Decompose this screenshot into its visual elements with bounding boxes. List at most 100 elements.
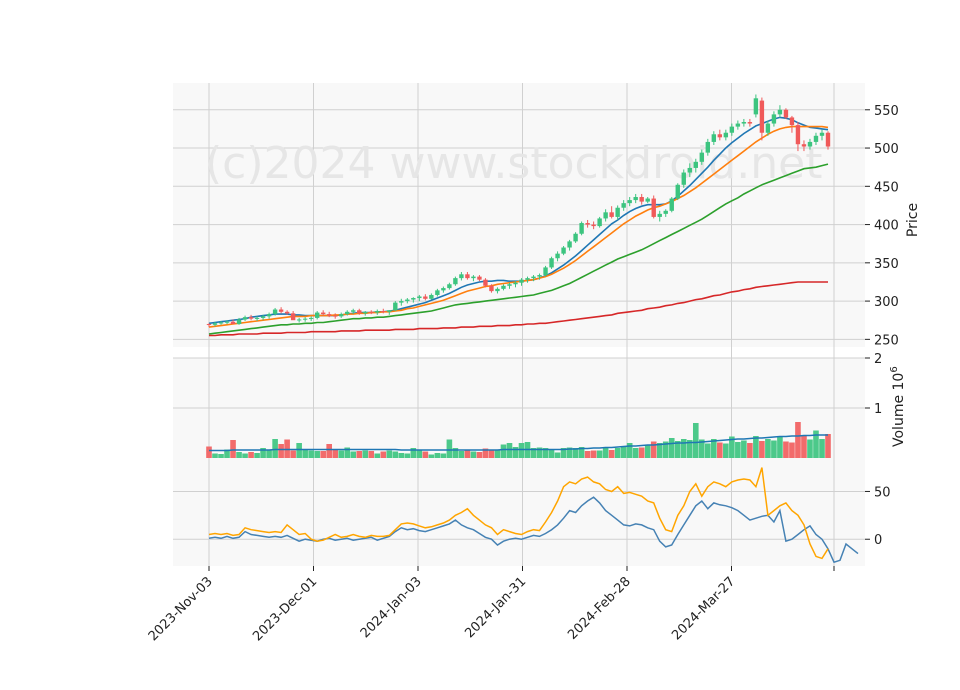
volume-bar [711, 439, 717, 458]
volume-bar [314, 451, 320, 458]
volume-tick-label: 1 [874, 402, 882, 417]
volume-bar [590, 450, 597, 458]
volume-bar [224, 449, 230, 458]
candle-body [765, 123, 771, 133]
candle-body [242, 317, 248, 320]
indicator-panel-bg [173, 458, 865, 566]
candle-body [435, 290, 440, 295]
volume-bar [278, 444, 284, 458]
candle-body [669, 198, 674, 211]
volume-bar [374, 453, 381, 458]
x-tick-label: 2023-Dec-01 [250, 574, 320, 644]
gridlines [173, 83, 865, 566]
candle-body [579, 223, 584, 234]
volume-bar [668, 438, 675, 458]
candle-body [345, 311, 350, 315]
candle-body [723, 132, 729, 138]
candle-body [639, 197, 644, 202]
candle-body [537, 275, 542, 277]
candle-body [296, 319, 302, 321]
volume-bar [206, 446, 212, 458]
candle-body [729, 126, 735, 133]
candle-body [483, 279, 488, 286]
candle-body [369, 311, 374, 313]
candle-body [266, 314, 272, 317]
candle-body [465, 274, 470, 279]
volume-bar [626, 443, 633, 458]
volume-bar [560, 448, 567, 458]
price-tick-label: 450 [874, 180, 899, 195]
candle-body [693, 161, 698, 168]
volume-bar [596, 450, 603, 458]
candle-body [813, 135, 819, 142]
volume-bar [692, 423, 699, 458]
x-tick-label: 2023-Nov-03 [146, 574, 216, 644]
price-axis-label: Price [905, 203, 921, 237]
candle-body [417, 296, 422, 299]
volume-bar [218, 454, 224, 458]
volume-bar [566, 447, 573, 458]
volume-bar [440, 453, 447, 458]
candle-body [609, 212, 614, 217]
volume-bar [428, 454, 435, 458]
volume-bar [644, 444, 651, 458]
volume-bar [320, 451, 326, 458]
volume-bars [206, 422, 831, 458]
candle-body [363, 311, 368, 314]
ma-line-2 [208, 163, 829, 335]
volume-bar [212, 453, 218, 458]
candle-body [411, 298, 416, 300]
volume-bar [723, 443, 729, 458]
candle-body [405, 299, 410, 302]
ma-line-3 [209, 281, 828, 337]
volume-bar [260, 448, 266, 458]
volume-bar [735, 442, 741, 458]
volume-bar [230, 440, 236, 458]
volume-bar [608, 450, 615, 458]
candle-body [326, 314, 332, 316]
volume-bar [795, 422, 801, 458]
volume-bar [434, 453, 441, 458]
candle-body [212, 323, 218, 325]
price-tick-label: 500 [874, 142, 899, 157]
volume-bar [266, 450, 272, 458]
candle-body [531, 276, 536, 279]
x-tick-label: 2024-Mar-27 [669, 574, 738, 643]
candle-body [218, 322, 224, 324]
volume-bar [500, 444, 507, 458]
volume-bar [686, 440, 693, 458]
volume-bar [554, 452, 561, 458]
price-tick-label: 300 [874, 295, 899, 310]
volume-bar [494, 450, 501, 458]
candle-body [357, 310, 362, 314]
volume-bar [416, 450, 423, 458]
candle-body [224, 321, 230, 323]
candle-body [561, 247, 566, 254]
candle-body [278, 309, 284, 312]
volume-bar [422, 451, 429, 458]
volume-bar [747, 443, 753, 458]
candle-body [783, 109, 789, 118]
price-moving-averages [208, 116, 829, 337]
candle-body [333, 315, 338, 317]
candle-body [573, 233, 578, 242]
volume-bar [344, 447, 351, 458]
price-candles [206, 94, 831, 328]
x-tick-label: 2024-Jan-03 [358, 574, 425, 641]
volume-bar [452, 448, 459, 458]
volume-bar [248, 452, 254, 458]
volume-bar [386, 450, 393, 458]
candle-body [651, 198, 656, 217]
volume-bar [698, 439, 705, 458]
volume-bar [717, 442, 723, 458]
volume-bar [290, 450, 296, 458]
volume-bar [332, 449, 339, 458]
volume-bar [632, 448, 639, 458]
volume-bar [530, 448, 537, 458]
candle-body [627, 200, 632, 204]
candle-body [705, 141, 711, 153]
candle-body [717, 134, 723, 138]
candle-body [236, 319, 242, 325]
candle-body [429, 294, 434, 299]
candle-body [741, 122, 747, 124]
